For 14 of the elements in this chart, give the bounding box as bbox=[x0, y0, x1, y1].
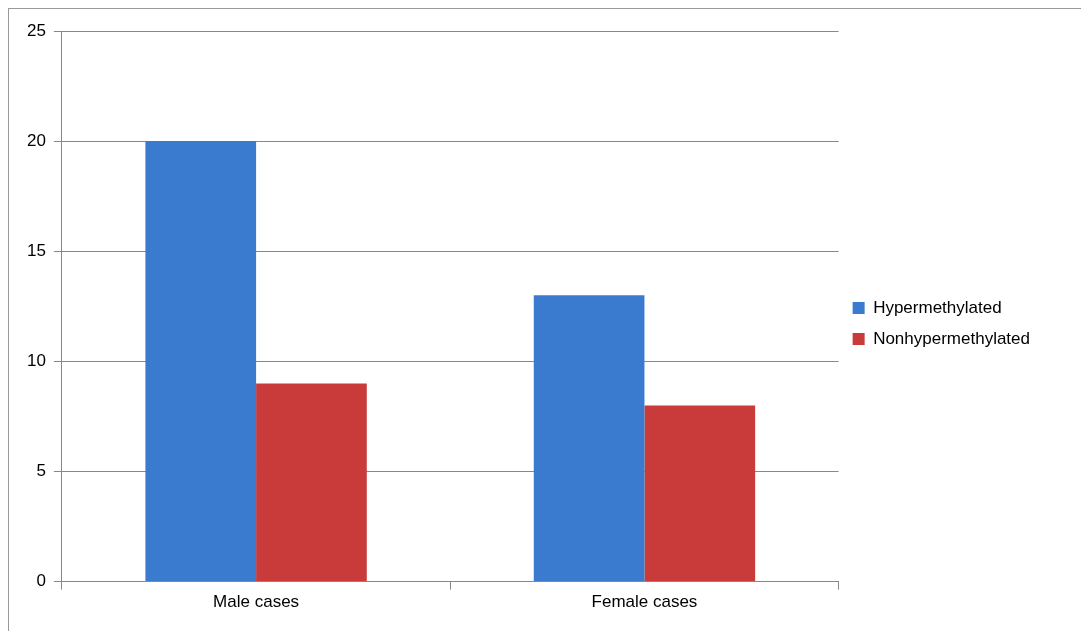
bar bbox=[644, 405, 756, 582]
bar bbox=[145, 141, 257, 582]
y-tick-label: 20 bbox=[26, 130, 46, 150]
x-tick-label: Female cases bbox=[591, 592, 698, 612]
bar bbox=[533, 295, 645, 582]
y-tick-label: 10 bbox=[26, 351, 46, 371]
legend-label: Nonhypermethylated bbox=[873, 328, 1031, 348]
y-tick-label: 5 bbox=[36, 461, 46, 481]
y-tick-label: 0 bbox=[36, 571, 46, 591]
legend-label: Hypermethylated bbox=[873, 297, 1002, 317]
bar bbox=[256, 383, 367, 582]
y-tick-label: 15 bbox=[26, 240, 46, 260]
x-tick-label: Male cases bbox=[213, 592, 300, 612]
y-tick-label: 25 bbox=[26, 20, 46, 40]
